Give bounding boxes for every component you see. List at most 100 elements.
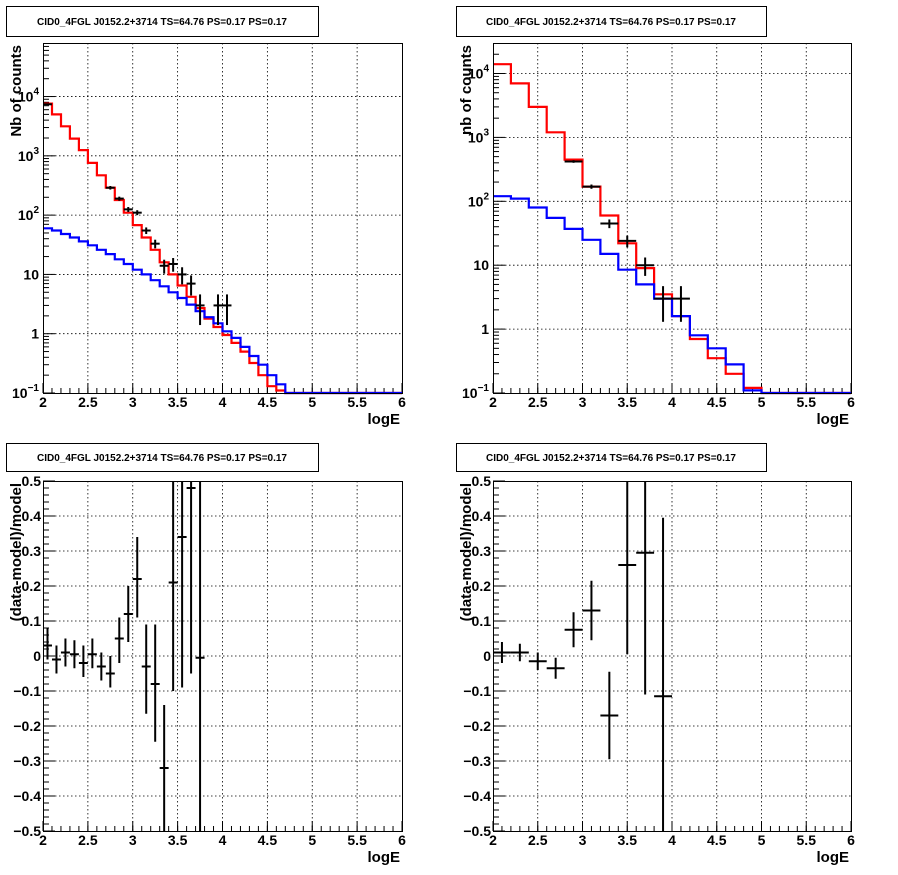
data-point (636, 481, 655, 695)
plot-area (493, 481, 851, 831)
y-tick-label: 102 (18, 205, 40, 223)
y-tick-label: −0.5 (463, 823, 491, 839)
data-point (654, 286, 672, 322)
x-tick-label: 4 (219, 394, 227, 410)
data-point (222, 294, 232, 326)
data-point (105, 185, 115, 190)
y-tick-label: 0.1 (22, 613, 42, 629)
y-axis-label: (data-model)/model (458, 483, 475, 621)
x-tick-label: 4 (668, 832, 676, 848)
y-tick-label: −0.3 (463, 753, 491, 769)
x-tick-label: 5.5 (347, 832, 367, 848)
x-tick-label: 3.5 (168, 394, 188, 410)
y-tick-label: 0.5 (22, 473, 42, 489)
x-tick-label: 4.5 (707, 394, 727, 410)
plot-area (43, 481, 402, 831)
y-tick-exponent: 4 (483, 63, 489, 74)
plot-frame (43, 481, 403, 832)
x-tick-label: 5 (758, 394, 766, 410)
x-tick-label: 4.5 (707, 832, 727, 848)
chart-panel-4: CID0_4FGL J0152.2+3714 TS=64.76 PS=0.17 … (456, 443, 855, 866)
y-tick-label: −0.4 (463, 788, 491, 804)
data-point (528, 652, 547, 670)
y-tick-base: 10 (12, 385, 28, 401)
y-tick-label: 0.3 (22, 543, 42, 559)
data-point (132, 210, 142, 216)
data-point (195, 294, 205, 326)
y-tick-label: 0 (483, 648, 491, 664)
data-point (168, 258, 178, 272)
data-point (177, 267, 187, 285)
x-axis-label: logE (368, 411, 401, 428)
y-tick-base: 10 (468, 193, 484, 209)
chart-title: CID0_4FGL J0152.2+3714 TS=64.76 PS=0.17 … (37, 453, 287, 464)
x-tick-label: 5 (308, 394, 316, 410)
data-point (96, 652, 106, 681)
data-point (150, 239, 160, 249)
x-tick-label: 3 (129, 394, 137, 410)
y-tick-label: −0.2 (13, 718, 41, 734)
data-point (672, 286, 690, 322)
data-point (141, 624, 151, 714)
chart-panel-2: CID0_4FGL J0152.2+3714 TS=64.76 PS=0.17 … (456, 6, 855, 428)
histogram-series-1 (493, 63, 851, 395)
chart-title: CID0_4FGL J0152.2+3714 TS=64.76 PS=0.17 … (37, 17, 287, 28)
data-point (546, 657, 565, 679)
y-tick-label: 103 (18, 146, 40, 164)
y-tick-label: −0.1 (463, 683, 491, 699)
y-tick-label: 10−1 (12, 383, 39, 401)
histogram-series-2 (493, 195, 851, 395)
x-tick-label: 6 (398, 394, 406, 410)
data-point (123, 586, 133, 642)
y-tick-label: −0.1 (13, 683, 41, 699)
x-tick-label: 3 (579, 832, 587, 848)
data-point (60, 638, 70, 667)
data-point (132, 537, 142, 618)
data-point (213, 294, 223, 326)
x-axis-label: logE (368, 849, 401, 866)
y-tick-base: 10 (468, 129, 484, 145)
x-tick-label: 4.5 (258, 832, 278, 848)
y-tick-label: −0.3 (13, 753, 41, 769)
data-point (195, 481, 205, 831)
data-point (114, 617, 124, 663)
y-tick-exponent: 4 (33, 87, 39, 98)
x-tick-label: 4 (668, 394, 676, 410)
plot-frame (43, 43, 403, 394)
y-tick-label: 0.5 (472, 473, 492, 489)
y-tick-base: 10 (462, 385, 478, 401)
title-box (6, 6, 319, 37)
data-point (600, 219, 619, 229)
data-point (69, 640, 79, 669)
data-point (186, 481, 196, 674)
x-tick-label: 2.5 (528, 394, 548, 410)
y-tick-label: 0.2 (22, 578, 42, 594)
y-tick-label: 103 (468, 127, 490, 145)
y-tick-label: 1 (481, 321, 489, 337)
x-tick-label: 6 (847, 832, 855, 848)
data-point (186, 275, 196, 296)
x-tick-label: 3.5 (618, 832, 638, 848)
y-tick-label: 10−1 (462, 383, 489, 401)
chart-panel-1: CID0_4FGL J0152.2+3714 TS=64.76 PS=0.17 … (6, 6, 406, 428)
data-point (510, 643, 529, 662)
data-point (123, 207, 133, 212)
data-point (141, 227, 151, 235)
data-point (159, 259, 169, 274)
y-tick-label: 0.4 (22, 508, 42, 524)
x-axis-label: logE (817, 411, 850, 428)
data-point (51, 645, 61, 674)
y-tick-base: 10 (18, 148, 34, 164)
chart-panel-3: CID0_4FGL J0152.2+3714 TS=64.76 PS=0.17 … (6, 443, 406, 866)
chart-title: CID0_4FGL J0152.2+3714 TS=64.76 PS=0.17 … (486, 453, 736, 464)
x-tick-label: 2 (489, 832, 497, 848)
y-tick-label: 0.2 (472, 578, 492, 594)
x-tick-label: 5 (308, 832, 316, 848)
title-box (456, 443, 767, 472)
y-tick-label: 10 (23, 266, 39, 282)
y-tick-label: 0.4 (472, 508, 492, 524)
y-tick-label: 102 (468, 191, 490, 209)
y-tick-label: 1 (31, 326, 39, 342)
y-tick-label: 0.3 (472, 543, 492, 559)
